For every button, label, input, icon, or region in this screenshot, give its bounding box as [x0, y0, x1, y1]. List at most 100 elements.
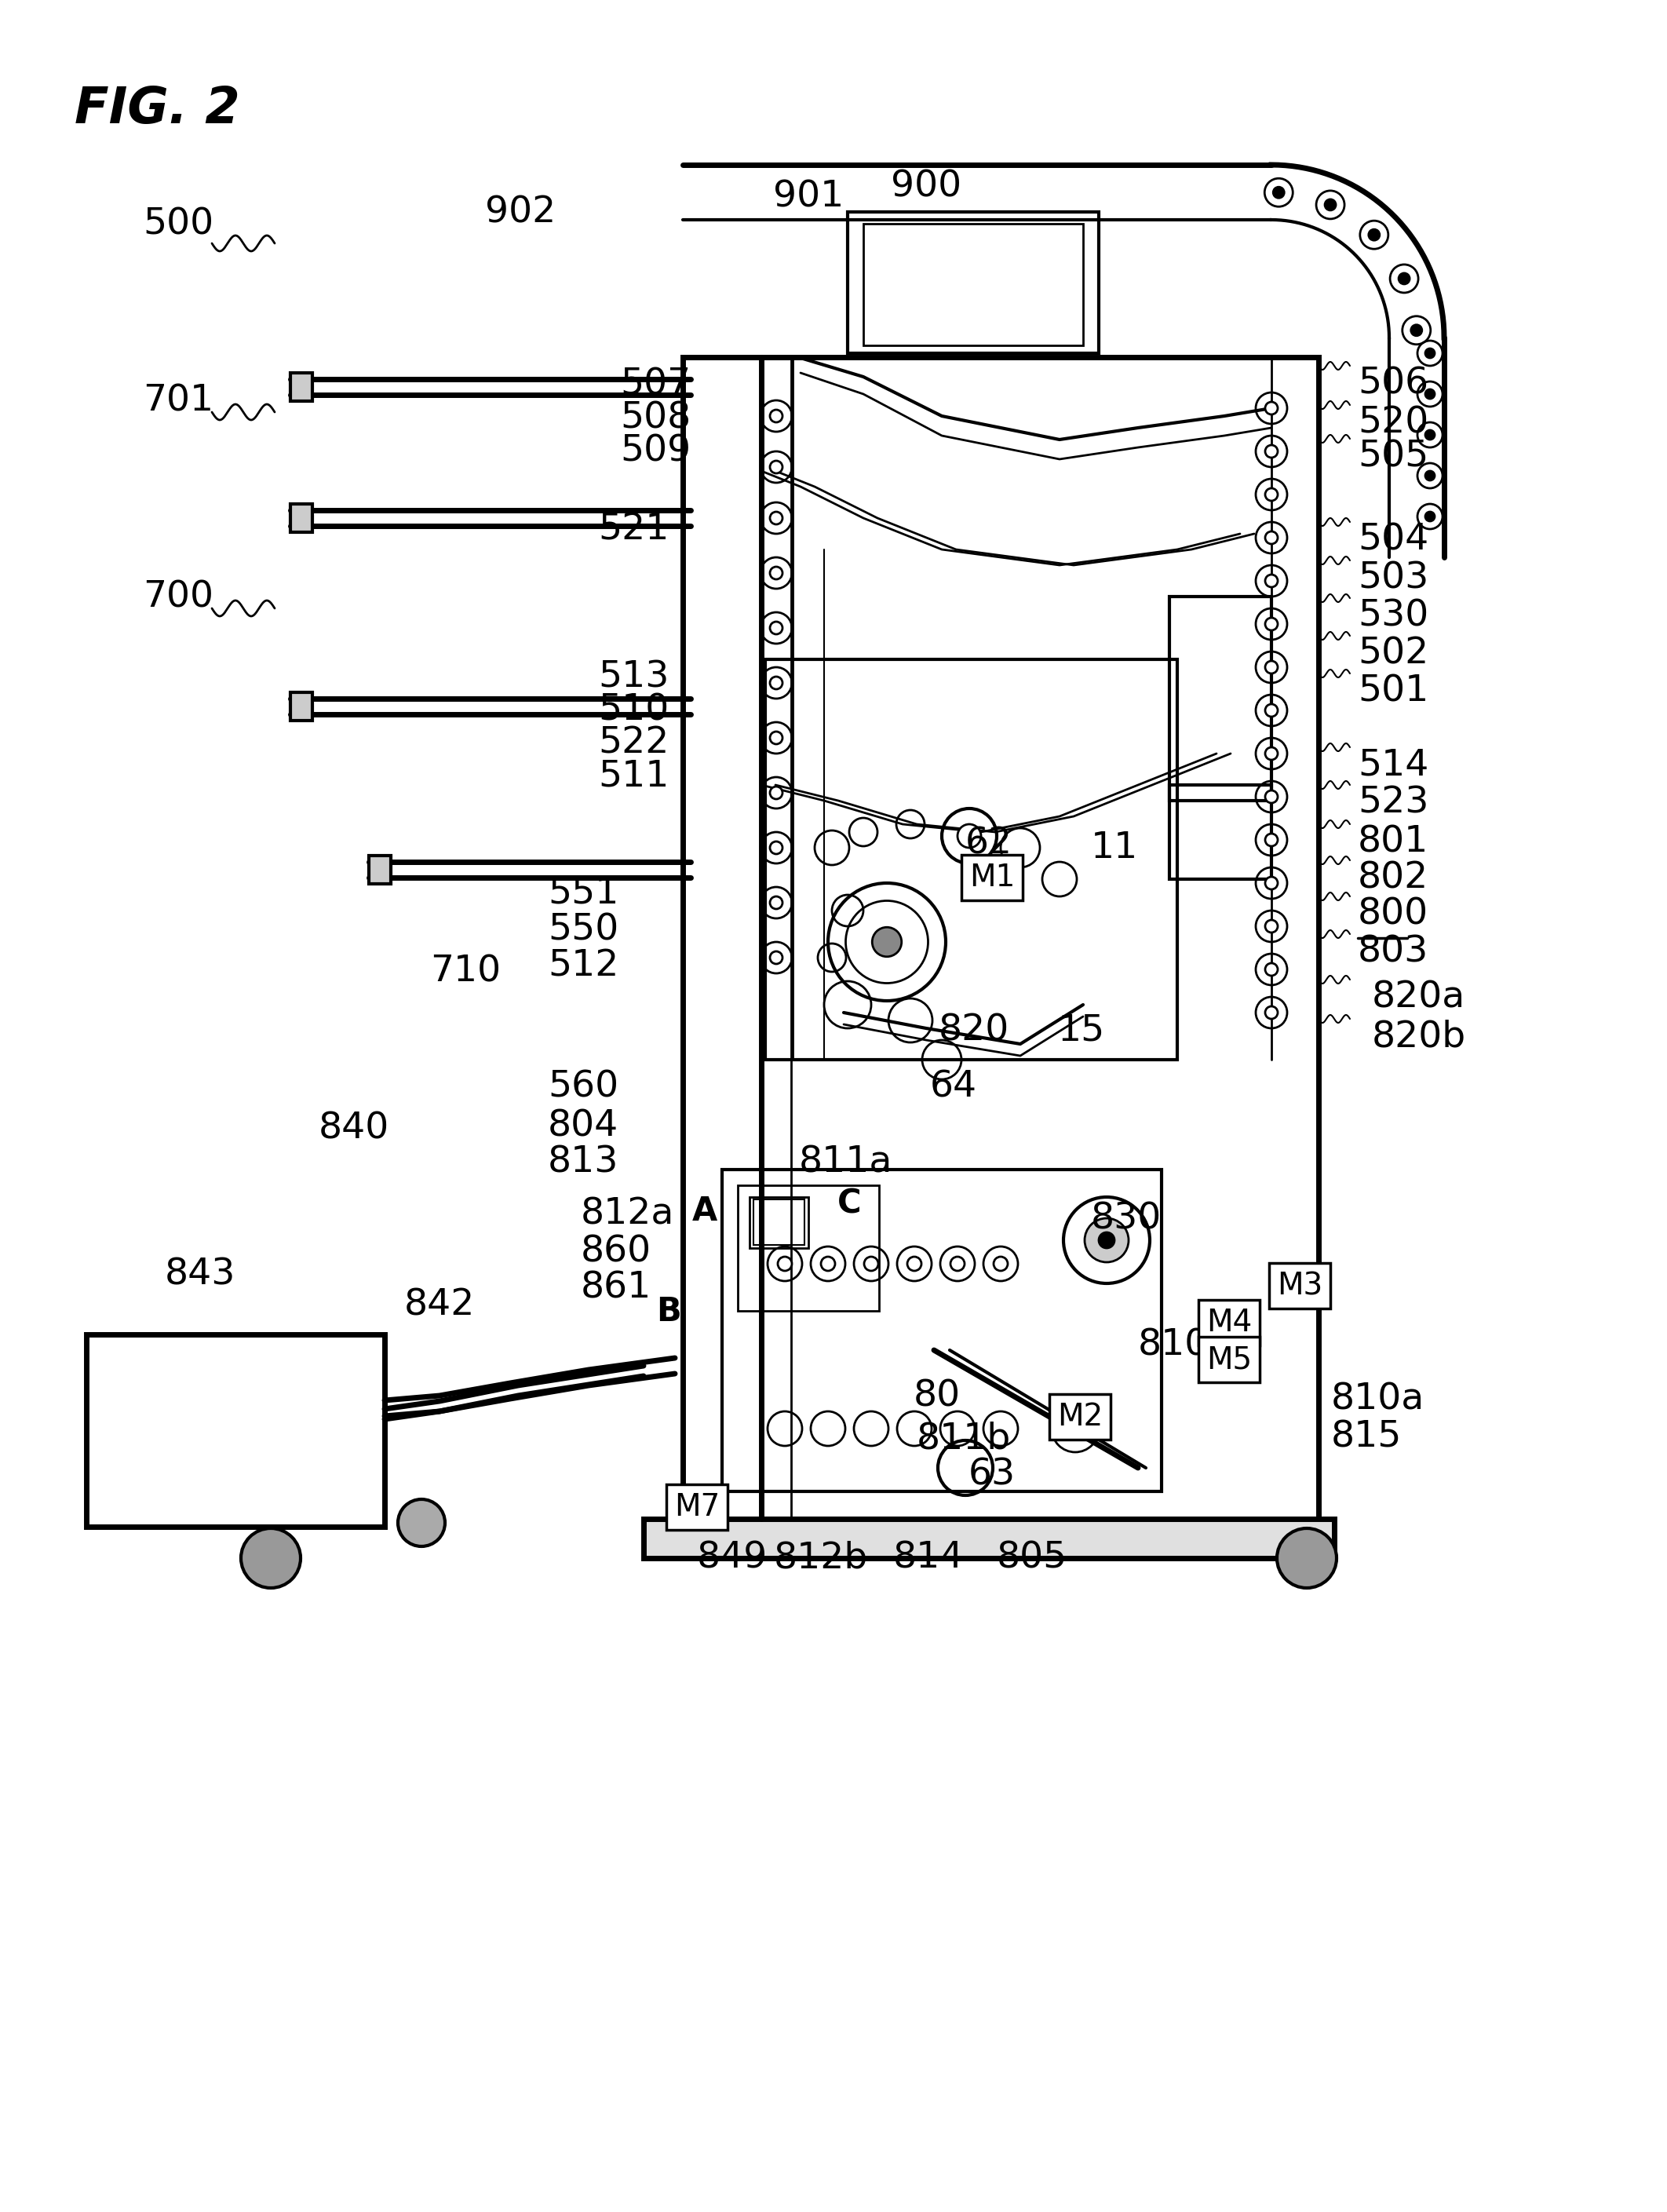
Bar	[87, 1334, 385, 1526]
Circle shape	[770, 460, 782, 473]
Circle shape	[770, 409, 782, 422]
Text: 15: 15	[1059, 1013, 1105, 1048]
Text: 64: 64	[930, 1068, 977, 1104]
Circle shape	[1399, 272, 1410, 283]
Circle shape	[1265, 748, 1277, 761]
Bar	[1170, 785, 1272, 878]
Bar	[765, 659, 1177, 1060]
Text: 804: 804	[548, 1108, 618, 1144]
Text: M4: M4	[1207, 1307, 1252, 1338]
Bar	[290, 374, 312, 400]
Text: 805: 805	[997, 1540, 1067, 1575]
Text: 509: 509	[620, 434, 690, 469]
Text: 550: 550	[548, 911, 618, 947]
Circle shape	[1325, 199, 1335, 210]
Circle shape	[778, 1256, 792, 1272]
Circle shape	[770, 622, 782, 635]
Text: M7: M7	[673, 1493, 720, 1522]
Circle shape	[770, 511, 782, 524]
Text: 551: 551	[548, 876, 618, 911]
Text: 520: 520	[1359, 405, 1429, 440]
Text: 902: 902	[485, 195, 555, 230]
Circle shape	[770, 677, 782, 690]
Circle shape	[770, 841, 782, 854]
Text: 560: 560	[548, 1068, 618, 1104]
Text: M5: M5	[1207, 1345, 1252, 1374]
Bar	[847, 212, 1099, 354]
Circle shape	[770, 896, 782, 909]
Text: 521: 521	[598, 511, 668, 546]
Bar	[290, 504, 312, 533]
Text: 830: 830	[1090, 1201, 1162, 1237]
Circle shape	[950, 1256, 965, 1272]
Circle shape	[1425, 511, 1435, 522]
Bar	[1170, 597, 1272, 801]
Text: 512: 512	[548, 949, 618, 984]
Bar	[643, 1520, 1334, 1557]
Text: 820a: 820a	[1372, 980, 1465, 1015]
Circle shape	[1265, 661, 1277, 672]
Text: FIG. 2: FIG. 2	[75, 84, 240, 133]
Circle shape	[1265, 834, 1277, 847]
Circle shape	[1425, 389, 1435, 398]
Text: 810b: 810b	[1139, 1327, 1232, 1363]
Text: C: C	[837, 1188, 862, 1219]
Text: 843: 843	[165, 1256, 235, 1292]
Text: 508: 508	[620, 400, 690, 436]
Text: A: A	[692, 1194, 717, 1228]
Circle shape	[1369, 230, 1380, 241]
Circle shape	[1099, 1232, 1115, 1248]
Circle shape	[907, 1256, 922, 1272]
Circle shape	[770, 732, 782, 743]
Text: 504: 504	[1359, 522, 1429, 557]
Text: 522: 522	[598, 726, 668, 761]
Text: 811b: 811b	[917, 1420, 1012, 1455]
Text: 700: 700	[143, 580, 213, 615]
Text: 811a: 811a	[798, 1144, 892, 1179]
Text: 710: 710	[430, 953, 500, 989]
Circle shape	[1425, 471, 1435, 480]
Circle shape	[770, 787, 782, 799]
Circle shape	[1085, 1219, 1129, 1263]
Bar	[683, 356, 1319, 1520]
Circle shape	[1277, 1528, 1337, 1588]
Text: 510: 510	[598, 692, 668, 728]
Text: 62: 62	[965, 825, 1012, 860]
Bar	[738, 1186, 879, 1312]
Text: 803: 803	[1359, 933, 1429, 969]
Circle shape	[864, 1256, 879, 1272]
Text: M3: M3	[1277, 1272, 1322, 1301]
Text: M1: M1	[969, 863, 1015, 891]
Text: 505: 505	[1359, 438, 1429, 473]
Circle shape	[1265, 703, 1277, 717]
Text: 500: 500	[143, 206, 213, 241]
Text: 501: 501	[1359, 672, 1429, 708]
Bar	[753, 1199, 805, 1245]
Text: 514: 514	[1359, 748, 1429, 783]
Circle shape	[1274, 188, 1284, 199]
Circle shape	[398, 1500, 445, 1546]
Circle shape	[1265, 617, 1277, 630]
Text: 802: 802	[1359, 860, 1429, 896]
Text: 511: 511	[598, 759, 668, 794]
Circle shape	[770, 951, 782, 964]
Circle shape	[957, 825, 982, 847]
Text: 815: 815	[1330, 1420, 1402, 1455]
Circle shape	[770, 566, 782, 580]
Text: 11: 11	[1090, 830, 1139, 865]
Text: 813: 813	[548, 1144, 618, 1179]
Text: 842: 842	[403, 1287, 475, 1323]
Text: 502: 502	[1359, 635, 1429, 670]
Circle shape	[1265, 489, 1277, 500]
Bar	[290, 692, 312, 721]
Text: 812b: 812b	[773, 1540, 869, 1575]
Circle shape	[1265, 1006, 1277, 1020]
Bar	[750, 1197, 808, 1248]
Text: 820b: 820b	[1372, 1020, 1467, 1055]
Circle shape	[872, 927, 902, 956]
Circle shape	[1265, 403, 1277, 414]
Bar	[722, 1170, 1162, 1491]
Circle shape	[1410, 325, 1422, 336]
Text: 901: 901	[773, 179, 844, 215]
Circle shape	[1265, 445, 1277, 458]
